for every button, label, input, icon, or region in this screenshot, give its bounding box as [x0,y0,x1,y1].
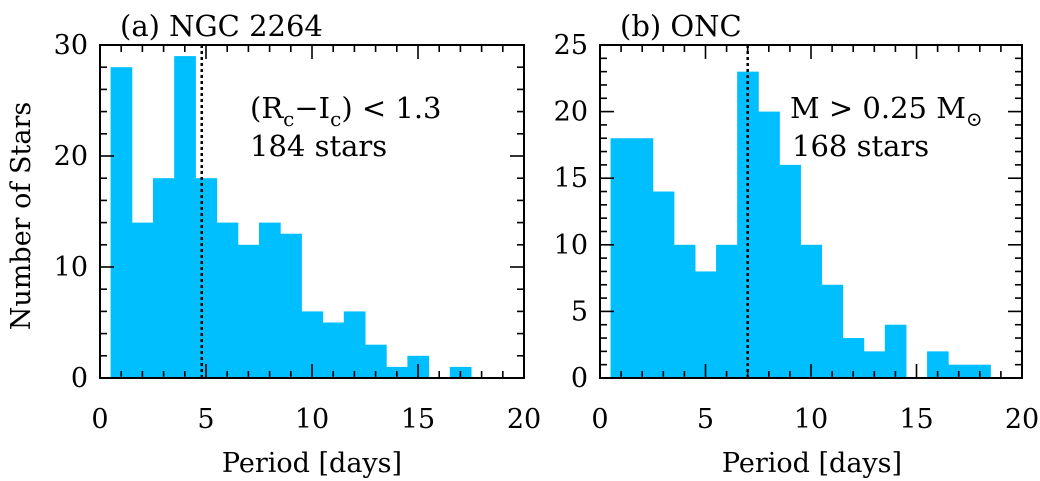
x-tick-label: 0 [591,404,608,435]
panel-b-plot-frame [599,44,1023,379]
panel-a-title: (a) NGC 2264 [120,9,323,43]
histogram-bar-a-1 [131,222,154,378]
histogram-bar-b-12 [863,351,886,378]
panel-a-ticks [99,44,525,379]
panel-b-y-tick-labels: 0 5 10 15 20 25 [554,30,588,394]
histogram-bar-b-3 [673,244,696,378]
y-tick-label: 30 [54,30,88,61]
x-tick-label: 20 [507,404,541,435]
histogram-bar-b-4 [694,271,717,378]
histogram-bar-a-0 [110,67,133,378]
panel-a-annotation-count: 184 stars [250,129,387,163]
histogram-bar-b-6 [737,71,759,378]
histogram-bar-a-9 [301,311,324,378]
x-tick-label: 10 [794,404,828,435]
histogram-bar-a-5 [216,222,239,378]
histogram-bar-a-3 [174,56,196,378]
panel-b-x-tick-labels: 0 5 10 15 20 [591,404,1039,435]
histogram-bar-a-2 [153,178,175,378]
y-tick-label: 15 [554,163,588,194]
panel-b-annotation-mass-cut: M > 0.25 M⊙ [790,91,983,131]
panel-a-y-axis-label: Number of Stars [6,102,37,330]
y-tick-label: 20 [54,141,88,172]
panel-onc: (b) ONC 0 5 10 15 20 0 5 10 15 20 25 Period [days… [554,9,1040,479]
histogram-bar-a-4 [195,178,218,378]
histogram-bar-b-13 [884,324,907,378]
x-tick-label: 20 [1005,404,1039,435]
histogram-bar-b-11 [842,338,865,378]
histogram-bar-b-1 [631,138,654,378]
histogram-bar-a-6 [237,244,260,378]
panel-a-bars [110,56,472,378]
panel-a-x-tick-labels: 0 5 10 15 20 [91,404,541,435]
panel-a-annotation-color-cut: (Rc−Ic) < 1.3 [250,91,442,131]
panel-b-title: (b) ONC [620,9,742,43]
histogram-bar-b-2 [652,191,675,378]
histogram-bar-b-15 [927,351,949,378]
x-tick-label: 10 [295,404,329,435]
y-tick-label: 0 [571,363,588,394]
histogram-bar-a-8 [280,233,302,378]
histogram-bar-b-0 [610,138,633,378]
x-tick-label: 15 [401,404,435,435]
histogram-bar-a-12 [365,344,387,378]
x-tick-label: 5 [697,404,714,435]
y-tick-label: 25 [554,30,588,61]
histogram-bar-b-9 [800,244,823,378]
histogram-bar-b-8 [779,164,801,378]
histogram-bar-b-10 [821,284,844,378]
y-tick-label: 10 [554,230,588,261]
x-tick-label: 0 [91,404,108,435]
panel-a-x-axis-label: Period [days] [222,448,402,479]
x-tick-label: 5 [197,404,214,435]
y-tick-label: 20 [554,97,588,128]
histogram-bar-b-7 [758,111,780,378]
histogram-bar-a-10 [322,322,345,378]
x-tick-label: 15 [899,404,933,435]
histogram-bar-a-11 [343,311,366,378]
panel-a-plot-frame [99,44,525,379]
panel-ngc2264: (a) NGC 2264 0 5 10 15 20 0 10 20 30 Period [da… [6,9,541,479]
histogram-bar-b-5 [716,244,738,378]
y-tick-label: 10 [54,252,88,283]
histogram-bar-a-7 [259,222,281,378]
y-tick-label: 0 [71,363,88,394]
panel-b-x-axis-label: Period [days] [722,448,902,479]
panel-b-bars [610,71,991,378]
y-tick-label: 5 [571,296,588,327]
panel-a-y-tick-labels: 0 10 20 30 [54,30,88,394]
panel-b-annotation-count: 168 stars [792,129,929,163]
